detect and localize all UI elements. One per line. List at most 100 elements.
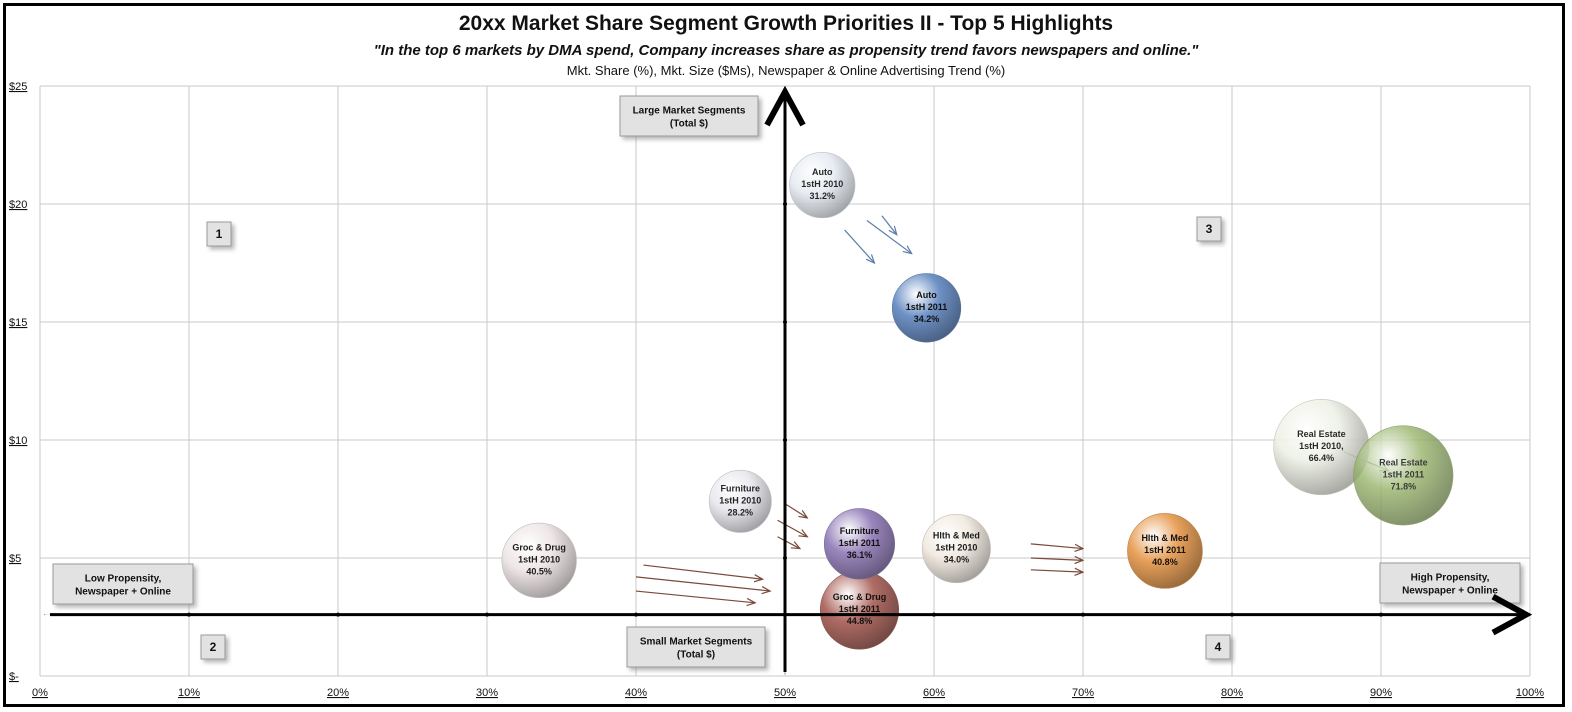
bubble-groc-drug-2010: Groc & Drug 1stH 2010 40.5% [501, 522, 577, 598]
axis-tick-mark [485, 612, 489, 617]
bubble-label: 40.5% [526, 566, 552, 576]
quadrant-4-label: 4 [1205, 634, 1231, 660]
y-tick-label: $5 [9, 553, 21, 565]
quadrant-2-label-box [200, 634, 226, 660]
small-market-segments-label: Small Market Segments (Total $) [626, 626, 766, 668]
low-propensity-label: Low Propensity, Newspaper + Online [52, 563, 194, 605]
bubble-hlth-med-2010: Hlth & Med 1stH 2010 34.0% [921, 514, 991, 584]
trend-arrow [866, 220, 912, 254]
bubble-label: Groc & Drug [833, 592, 887, 602]
high-propensity-label: High Propensity, Newspaper + Online [1379, 562, 1521, 604]
bubble-label: 1stH 2010 [719, 495, 761, 505]
axis-tick-mark [783, 438, 787, 442]
axis-tick-mark [634, 612, 638, 617]
axis-tick-mark [187, 612, 191, 617]
large-market-segments-label-text: (Total $) [670, 119, 708, 130]
quadrant-1-label-box [206, 221, 232, 247]
trend-arrow [784, 503, 807, 518]
bubble-groc-drug-2011: Groc & Drug 1stH 2011 44.8% [819, 570, 900, 650]
quadrant-3-label: 3 [1196, 216, 1222, 242]
bubble-label: Hlth & Med [933, 531, 980, 541]
axis-tick-mark [783, 320, 787, 324]
bubble-circle [789, 152, 856, 219]
x-tick-label: 0% [32, 687, 48, 699]
quadrant-2-label: 2 [200, 634, 226, 660]
trend-arrow [777, 519, 808, 537]
quadrant-3-label-text: 3 [1206, 222, 1213, 236]
quadrant-4-label-text: 4 [1215, 640, 1222, 654]
trend-arrow [1030, 543, 1083, 549]
bubble-label: 1stH 2010 [518, 554, 560, 564]
bubble-auto-2010: Auto 1stH 2010 31.2% [789, 152, 856, 219]
x-tick-label: 90% [1370, 687, 1392, 699]
bubble-real-estate-2010: Real Estate 1stH 2010, 66.4% [1273, 398, 1370, 496]
axis-tick-mark [336, 612, 340, 617]
large-market-segments-label: Large Market Segments (Total $) [619, 95, 759, 137]
bubble-label: Auto [812, 167, 833, 177]
bubble-label: 34.2% [914, 314, 940, 324]
bubble-circle [708, 469, 772, 533]
bubble-label: 40.8% [1152, 557, 1178, 567]
bubble-label: 1stH 2010 [935, 543, 977, 553]
bubble-circle [1127, 513, 1203, 589]
high-propensity-label-text: High Propensity, [1411, 573, 1490, 584]
bubble-label: Real Estate [1379, 457, 1428, 467]
trend-arrow [1030, 558, 1083, 560]
quadrant-4-label-box [1205, 634, 1231, 660]
axis-tick-mark [932, 612, 936, 617]
bubble-label: 1stH 2011 [839, 604, 881, 614]
chart-subtitle: "In the top 6 markets by DMA spend, Comp… [373, 42, 1199, 59]
bubble-label: Auto [916, 290, 937, 300]
bubble-circle [501, 522, 577, 598]
low-propensity-label-text: Newspaper + Online [75, 587, 171, 598]
trend-arrow [635, 576, 770, 591]
x-tick-label: 60% [923, 687, 945, 699]
large-market-segments-label-box [619, 95, 759, 137]
bubble-label: 34.0% [944, 555, 970, 565]
bubble-furniture-2011: Furniture 1stH 2011 36.1% [823, 508, 896, 580]
bubble-label: 1stH 2010, [1299, 441, 1344, 451]
low-propensity-label-text: Low Propensity, [85, 574, 162, 585]
x-tick-label: 30% [476, 687, 498, 699]
bubble-label: Groc & Drug [512, 542, 566, 552]
trend-arrow [844, 229, 875, 263]
x-tick-label: 80% [1221, 687, 1243, 699]
axis-tick-mark [783, 202, 787, 206]
bubble-label: Furniture [840, 526, 880, 536]
bubble-label: Furniture [721, 483, 761, 493]
bubble-circle [891, 273, 962, 343]
high-propensity-label-text: Newspaper + Online [1402, 586, 1498, 597]
x-tick-label: 50% [774, 687, 796, 699]
trend-arrow [643, 564, 762, 579]
bubble-label: 28.2% [728, 507, 754, 517]
axis-tick-mark [1379, 612, 1383, 617]
bubble-label: 66.4% [1309, 453, 1335, 463]
bubble-circle [1353, 425, 1454, 526]
bubble-hlth-med-2011: Hlth & Med 1stH 2011 40.8% [1127, 513, 1203, 589]
y-tick-label: $10 [9, 435, 27, 447]
axis-tick-mark [783, 556, 787, 560]
trend-arrow [777, 536, 800, 549]
bubble-label: 36.1% [847, 550, 873, 560]
bubble-label: 1stH 2010 [801, 179, 843, 189]
bubble-furniture-2010: Furniture 1stH 2010 28.2% [708, 469, 772, 533]
quadrant-1-label-text: 1 [216, 227, 223, 241]
x-tick-label: 20% [327, 687, 349, 699]
small-market-segments-label-box [626, 626, 766, 668]
y-tick-label: $20 [9, 199, 27, 211]
small-market-segments-label-text: Small Market Segments [640, 637, 753, 648]
bubble-label: 44.8% [847, 616, 873, 626]
x-tick-label: 10% [178, 687, 200, 699]
bubble-label: Real Estate [1297, 429, 1346, 439]
trend-arrow [881, 215, 897, 235]
bubble-real-estate-2011: Real Estate 1stH 2011 71.8% [1353, 425, 1454, 526]
x-tick-label: 40% [625, 687, 647, 699]
axis-tick-mark [1230, 612, 1234, 617]
bubble-label: Hlth & Med [1141, 533, 1188, 543]
y-tick-label: $- [9, 671, 19, 683]
small-market-segments-label-text: (Total $) [677, 650, 715, 661]
chart-axes-caption: Mkt. Share (%), Mkt. Size ($Ms), Newspap… [566, 63, 1006, 78]
low-propensity-label-box [52, 563, 194, 605]
trend-arrow [1030, 570, 1083, 572]
